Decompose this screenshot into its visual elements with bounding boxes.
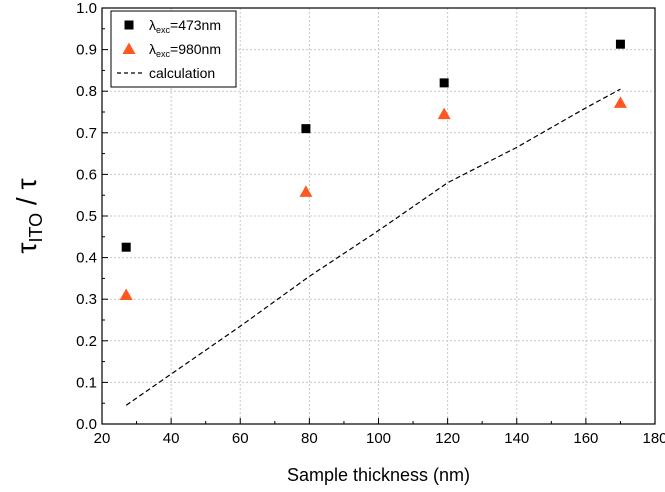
x-axis-title: Sample thickness (nm): [287, 465, 470, 485]
x-tick-label: 60: [232, 430, 249, 447]
y-tick-label: 0.2: [76, 333, 97, 350]
y-tick-label: 0.5: [76, 208, 97, 225]
legend-item: λexc=473nm: [124, 17, 221, 35]
x-tick-label: 160: [573, 430, 598, 447]
data-point-square: [121, 242, 131, 252]
svg-text:τITO / τ: τITO / τ: [11, 178, 46, 253]
y-axis-title-sub: ITO: [26, 213, 46, 243]
x-tick-label: 100: [366, 430, 391, 447]
legend-items: λexc=473nm λexc=980nm calculation: [117, 17, 221, 81]
legend: λexc=473nm λexc=980nm calculation: [110, 10, 237, 88]
y-tick-label: 0.7: [76, 125, 97, 142]
x-tick-label: 80: [301, 430, 318, 447]
y-tick-label: 0.9: [76, 42, 97, 59]
y-axis-title: τITO / τ: [11, 178, 46, 253]
y-tick-label: 0.3: [76, 291, 97, 308]
legend-symbol-square: [124, 20, 134, 30]
y-axis-title-main: τ: [11, 243, 42, 254]
data-point-square: [439, 78, 449, 88]
legend-symbol-triangle: [122, 42, 136, 54]
x-tick-label: 120: [435, 430, 460, 447]
calculation-line: [125, 88, 621, 406]
y-tick-label: 0.0: [76, 416, 97, 433]
data-point-triangle: [437, 107, 451, 120]
legend-label: λexc=980nm: [149, 41, 221, 59]
y-axis-title-suffix: / τ: [11, 178, 42, 212]
data-point-square: [615, 39, 625, 49]
series-0: [121, 39, 625, 252]
series-layer: [119, 39, 627, 406]
data-point-triangle: [613, 96, 627, 108]
legend-label: λexc=473nm: [149, 17, 221, 35]
axis-ticks: 20 40 60 80 100 120 140 160 180 0.0 0.1 0.2 0.3 0.4 0.…: [76, 0, 665, 447]
legend-item: λexc=980nm: [122, 41, 221, 59]
x-tick-label: 40: [163, 430, 180, 447]
series-2: [125, 88, 621, 406]
legend-label: calculation: [149, 65, 215, 81]
x-tick-label: 180: [642, 430, 665, 447]
x-tick-label: 20: [94, 430, 111, 447]
data-point-triangle: [119, 288, 133, 301]
y-tick-label: 1.0: [76, 0, 97, 17]
legend-item: calculation: [117, 65, 215, 81]
data-point-square: [301, 124, 311, 134]
y-tick-label: 0.1: [76, 374, 97, 391]
y-tick-label: 0.4: [76, 250, 97, 267]
y-tick-label: 0.8: [76, 83, 97, 100]
series-1: [119, 96, 627, 301]
x-tick-label: 140: [504, 430, 529, 447]
y-tick-label: 0.6: [76, 166, 97, 183]
data-point-triangle: [299, 185, 313, 197]
